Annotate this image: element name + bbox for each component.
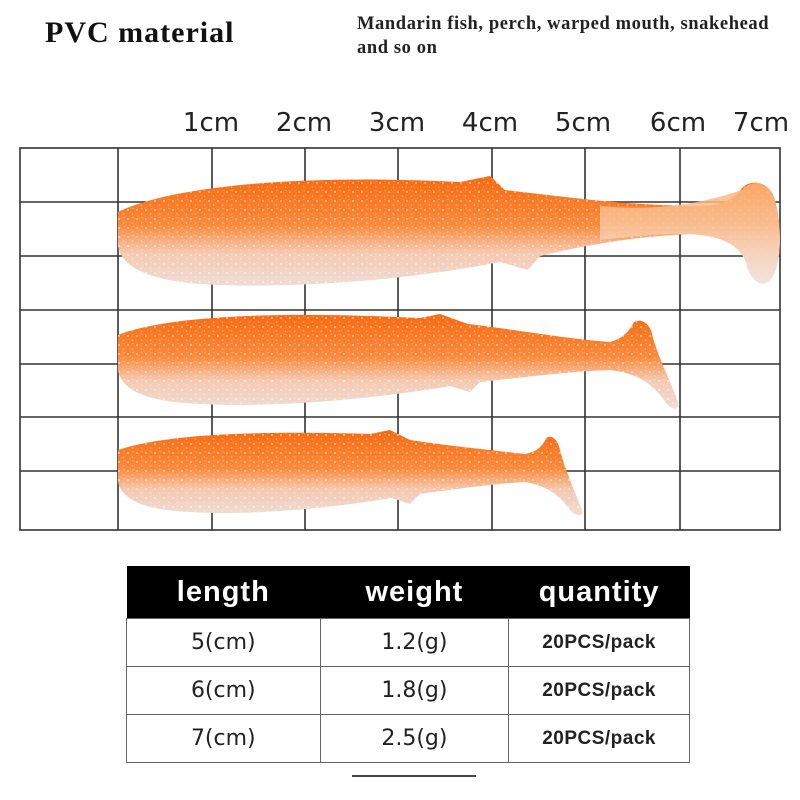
ruler-label-4cm: 4cm: [461, 108, 519, 138]
ruler-label-6cm: 6cm: [649, 108, 707, 138]
lure-7cm: [118, 176, 780, 286]
lure-5cm: [118, 430, 583, 516]
cell-quantity: 20PCS/pack: [508, 666, 690, 715]
cell-quantity: 20PCS/pack: [508, 618, 690, 667]
lure-6cm: [118, 314, 679, 409]
cell-weight: 2.5(g): [319, 714, 510, 763]
header-weight: weight: [320, 566, 509, 619]
header-quantity: quantity: [508, 566, 690, 619]
target-fish-text: Mandarin fish, perch, warped mouth, snak…: [357, 14, 770, 58]
table-row: 7(cm) 2.5(g) 20PCS/pack: [126, 714, 690, 763]
spec-table-header: length weight quantity: [126, 566, 690, 619]
table-row: 5(cm) 1.2(g) 20PCS/pack: [126, 618, 690, 667]
table-row: 6(cm) 1.8(g) 20PCS/pack: [126, 666, 690, 715]
spec-table: length weight quantity 5(cm) 1.2(g) 20PC…: [126, 566, 690, 763]
ruler-label-3cm: 3cm: [368, 108, 426, 138]
cell-weight: 1.2(g): [319, 618, 510, 667]
header-length: length: [126, 566, 321, 619]
ruler-label-2cm: 2cm: [275, 108, 333, 138]
cell-length: 6(cm): [126, 666, 321, 715]
cell-weight: 1.8(g): [319, 666, 510, 715]
cell-length: 7(cm): [126, 714, 321, 763]
divider-line: [352, 775, 476, 777]
ruler-labels: 1cm 2cm 3cm 4cm 5cm 6cm 7cm: [0, 108, 800, 144]
ruler-label-1cm: 1cm: [182, 108, 240, 138]
ruler-label-5cm: 5cm: [554, 108, 612, 138]
cell-quantity: 20PCS/pack: [508, 714, 690, 763]
cell-length: 5(cm): [126, 618, 321, 667]
material-title: PVC material: [45, 16, 235, 49]
ruler-label-7cm: 7cm: [732, 108, 790, 138]
